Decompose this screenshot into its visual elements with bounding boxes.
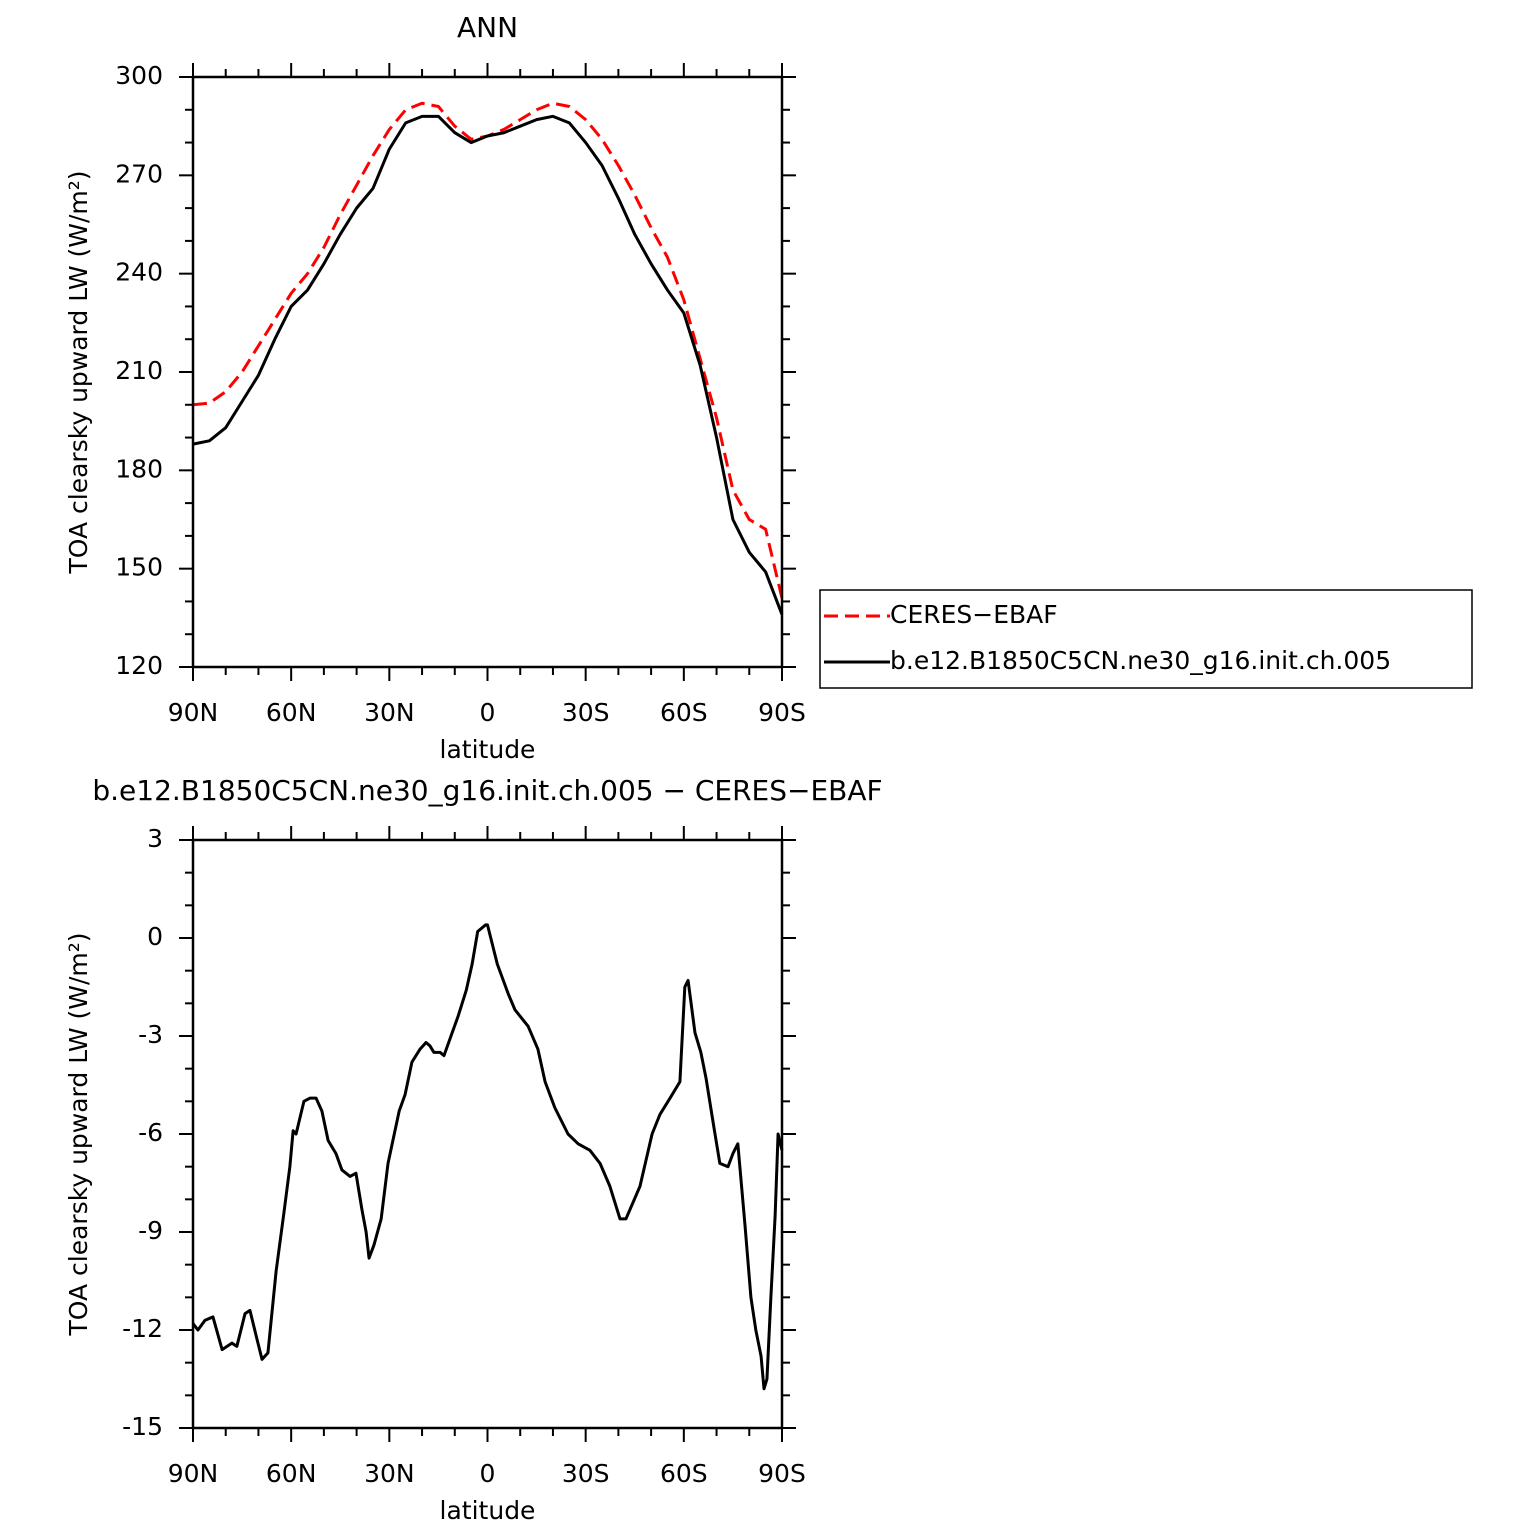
- legend-box: [819, 589, 1473, 689]
- x-tick-label: 30S: [562, 1459, 610, 1488]
- y-tick-label: 210: [115, 356, 163, 385]
- y-axis-label: TOA clearsky upward LW (W/m²): [64, 932, 93, 1336]
- legend-label: b.e12.B1850C5CN.ne30_g16.init.ch.005: [890, 646, 1391, 675]
- plot-frame: [191, 838, 784, 1430]
- data-line: [192, 101, 784, 599]
- x-axis-label: latitude: [440, 735, 536, 764]
- x-tick-label: 60N: [266, 698, 317, 727]
- x-tick-label: 30N: [364, 698, 415, 727]
- x-tick-label: 90N: [168, 698, 219, 727]
- x-tick-label: 30N: [364, 1459, 415, 1488]
- x-tick-label: 0: [480, 698, 496, 727]
- plot-frame: [191, 75, 784, 669]
- y-tick-label: 180: [115, 454, 163, 483]
- y-tick-label: -6: [138, 1118, 163, 1147]
- y-tick-label: -3: [138, 1020, 163, 1049]
- y-tick-label: 0: [147, 922, 163, 951]
- chart-title: b.e12.B1850C5CN.ne30_g16.init.ch.005 − C…: [92, 774, 882, 807]
- y-tick-label: -15: [122, 1412, 163, 1441]
- y-tick-label: -9: [138, 1216, 163, 1245]
- x-tick-label: 30S: [562, 698, 610, 727]
- x-tick-label: 60N: [266, 1459, 317, 1488]
- y-tick-label: 3: [147, 824, 163, 853]
- x-tick-label: 90S: [758, 1459, 806, 1488]
- x-tick-label: 90N: [168, 1459, 219, 1488]
- x-axis-label: latitude: [440, 1496, 536, 1525]
- legend-label: CERES−EBAF: [890, 600, 1058, 629]
- y-tick-label: 150: [115, 553, 163, 582]
- data-line: [191, 923, 784, 1391]
- y-tick-label: 300: [115, 61, 163, 90]
- x-tick-label: 60S: [660, 1459, 708, 1488]
- y-tick-label: 240: [115, 258, 163, 287]
- x-tick-label: 0: [480, 1459, 496, 1488]
- y-tick-label: -12: [122, 1314, 163, 1343]
- data-line: [192, 114, 784, 616]
- chart-title: ANN: [457, 11, 518, 44]
- x-tick-label: 60S: [660, 698, 708, 727]
- y-tick-label: 120: [115, 651, 163, 680]
- y-axis-label: TOA clearsky upward LW (W/m²): [64, 170, 93, 574]
- x-tick-label: 90S: [758, 698, 806, 727]
- y-tick-label: 270: [115, 159, 163, 188]
